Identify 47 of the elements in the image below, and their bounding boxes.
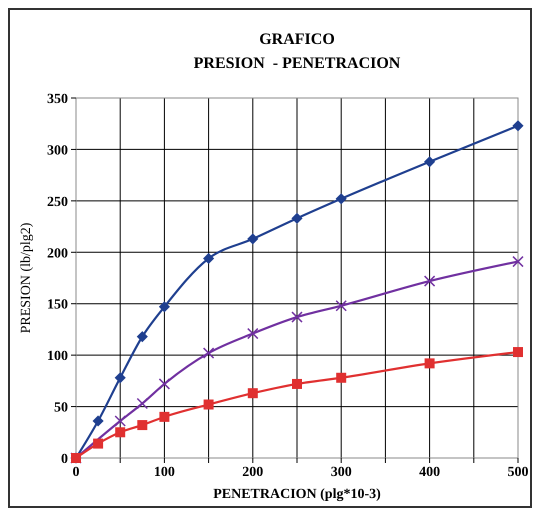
y-axis-title: PRESION (lb/plg2) [19,222,34,334]
point [159,412,170,422]
x-tick-label: 500 [508,465,528,480]
point [114,415,126,427]
point [248,388,258,398]
point [93,438,104,449]
point [424,156,435,168]
y-tick-label: 350 [47,92,68,107]
y-tick-label: 0 [61,452,68,467]
point [292,212,302,224]
point [114,372,126,384]
point [512,256,524,268]
chart-subtitle: PRESION - PENETRACION [194,55,401,72]
x-axis-title: PENETRACION (plg*10-3) [213,487,382,502]
y-tick-label: 300 [47,143,68,158]
x-tick-label: 0 [72,465,80,480]
point [292,378,302,389]
point [336,193,347,204]
point [92,416,104,426]
x-tick-label: 100 [154,465,175,480]
point [203,253,214,264]
point [136,331,148,342]
point [204,400,214,410]
y-tick-label: 50 [54,400,68,416]
point [115,427,126,438]
point [513,347,523,358]
chart-title: GRAFICO [259,31,335,48]
point [159,301,170,312]
point [202,347,214,359]
point [247,328,259,340]
point [424,358,435,368]
point [247,234,258,244]
y-tick-label: 250 [47,194,68,210]
point [291,311,303,323]
point [335,300,347,312]
point [512,120,524,132]
y-tick-label: 150 [47,298,68,313]
point [424,275,436,287]
y-tick-label: 100 [47,349,68,364]
x-tick-label: 400 [419,465,440,480]
point [137,420,148,430]
point [136,398,148,410]
x-tick-label: 200 [242,465,264,480]
point [158,378,170,390]
x-tick-label: 300 [330,465,352,480]
y-tick-label: 200 [47,246,68,262]
point [336,372,346,383]
